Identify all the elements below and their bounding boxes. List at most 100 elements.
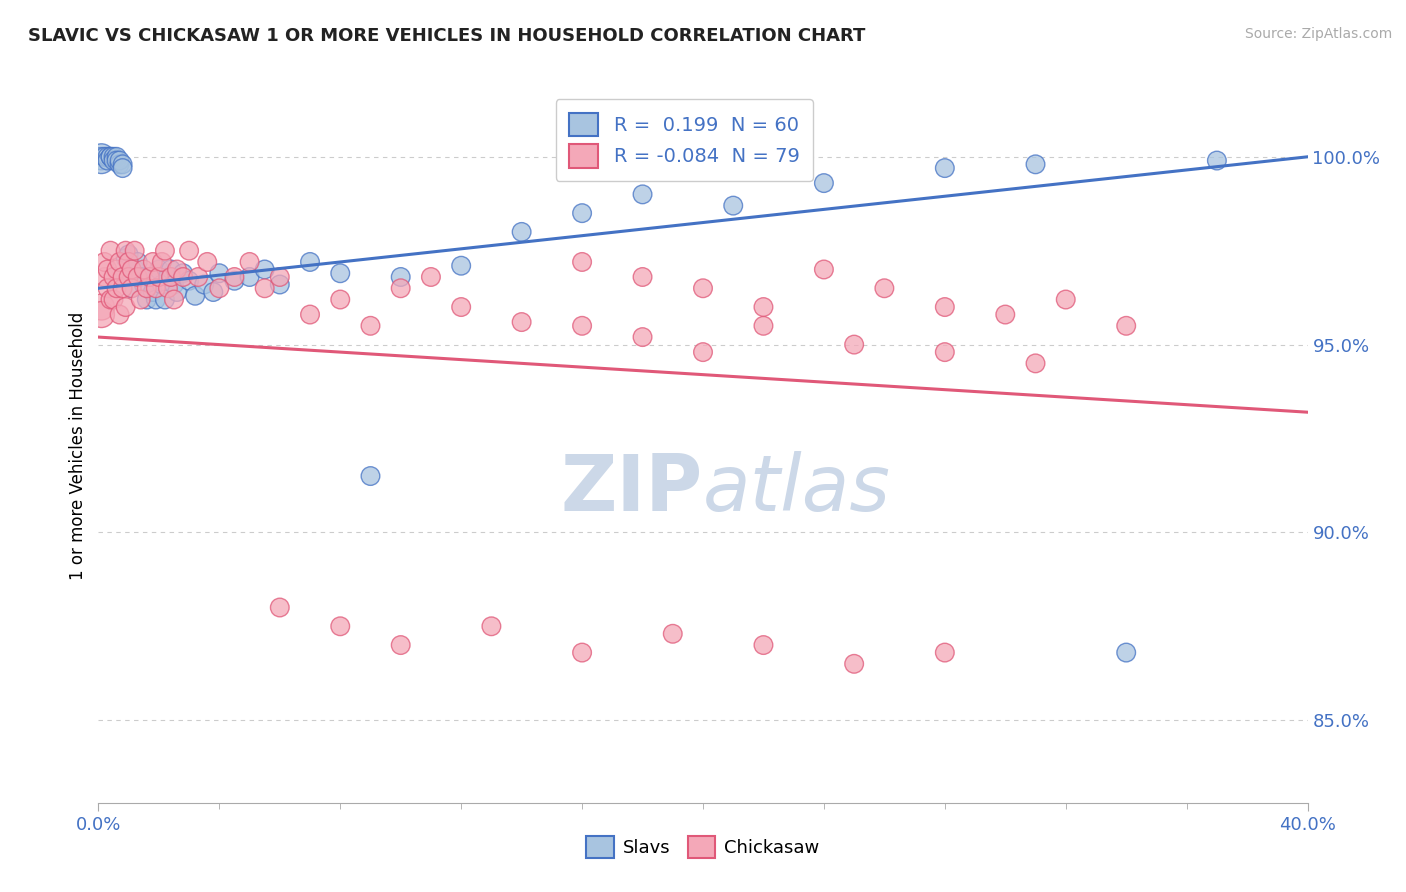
Point: [103, 150, 125, 164]
Point: [96, 150, 118, 164]
Point: [187, 270, 209, 285]
Point: [163, 293, 186, 307]
Point: [662, 627, 685, 641]
Point: [108, 157, 131, 171]
Point: [96, 262, 118, 277]
Point: [93, 150, 115, 164]
Point: [153, 293, 176, 307]
Point: [139, 270, 162, 285]
Point: [1115, 318, 1137, 333]
Point: [1024, 157, 1046, 171]
Point: [121, 262, 143, 277]
Point: [121, 270, 143, 285]
Point: [269, 600, 291, 615]
Point: [239, 270, 262, 285]
Point: [1024, 356, 1046, 370]
Point: [148, 262, 170, 277]
Point: [124, 244, 146, 258]
Point: [179, 244, 201, 258]
Point: [329, 266, 352, 280]
Point: [142, 285, 165, 299]
Point: [111, 281, 134, 295]
Point: [844, 337, 866, 351]
Point: [571, 318, 593, 333]
Point: [111, 157, 134, 171]
Point: [299, 255, 322, 269]
Point: [127, 270, 149, 285]
Point: [105, 262, 128, 277]
Point: [108, 255, 131, 269]
Point: [481, 619, 503, 633]
Point: [571, 206, 593, 220]
Point: [150, 277, 173, 292]
Point: [142, 255, 165, 269]
Point: [692, 281, 714, 295]
Point: [208, 281, 231, 295]
Point: [631, 330, 654, 344]
Point: [184, 289, 207, 303]
Point: [934, 345, 956, 359]
Point: [121, 281, 143, 295]
Point: [389, 638, 412, 652]
Point: [111, 161, 134, 175]
Point: [100, 244, 122, 258]
Y-axis label: 1 or more Vehicles in Household: 1 or more Vehicles in Household: [69, 312, 87, 580]
Point: [1115, 646, 1137, 660]
Point: [156, 270, 179, 285]
Point: [132, 262, 155, 277]
Point: [139, 270, 162, 285]
Point: [118, 255, 141, 269]
Point: [360, 469, 382, 483]
Point: [160, 262, 183, 277]
Point: [108, 308, 131, 322]
Point: [450, 259, 472, 273]
Point: [195, 255, 218, 269]
Text: atlas: atlas: [703, 450, 891, 527]
Point: [105, 150, 128, 164]
Point: [389, 281, 412, 295]
Point: [96, 153, 118, 168]
Point: [752, 318, 775, 333]
Point: [571, 646, 593, 660]
Point: [1054, 293, 1077, 307]
Text: Source: ZipAtlas.com: Source: ZipAtlas.com: [1244, 27, 1392, 41]
Point: [90, 308, 112, 322]
Point: [90, 300, 112, 314]
Point: [172, 270, 194, 285]
Point: [118, 270, 141, 285]
Point: [253, 262, 276, 277]
Point: [156, 281, 179, 295]
Point: [135, 281, 157, 295]
Point: [202, 285, 225, 299]
Point: [148, 270, 170, 285]
Text: ZIP: ZIP: [561, 450, 703, 527]
Point: [934, 300, 956, 314]
Point: [934, 646, 956, 660]
Point: [114, 300, 136, 314]
Point: [299, 308, 322, 322]
Point: [93, 270, 115, 285]
Point: [145, 293, 167, 307]
Point: [121, 281, 143, 295]
Point: [329, 293, 352, 307]
Point: [360, 318, 382, 333]
Point: [118, 247, 141, 261]
Point: [253, 281, 276, 295]
Legend: Slavs, Chickasaw: Slavs, Chickasaw: [579, 829, 827, 865]
Point: [813, 262, 835, 277]
Point: [994, 308, 1017, 322]
Point: [124, 262, 146, 277]
Point: [90, 153, 112, 168]
Point: [224, 274, 246, 288]
Text: SLAVIC VS CHICKASAW 1 OR MORE VEHICLES IN HOUSEHOLD CORRELATION CHART: SLAVIC VS CHICKASAW 1 OR MORE VEHICLES I…: [28, 27, 866, 45]
Point: [129, 293, 152, 307]
Point: [103, 153, 125, 168]
Point: [631, 187, 654, 202]
Point: [103, 293, 125, 307]
Point: [1206, 153, 1229, 168]
Point: [813, 176, 835, 190]
Point: [420, 270, 443, 285]
Point: [93, 255, 115, 269]
Point: [934, 161, 956, 175]
Point: [752, 300, 775, 314]
